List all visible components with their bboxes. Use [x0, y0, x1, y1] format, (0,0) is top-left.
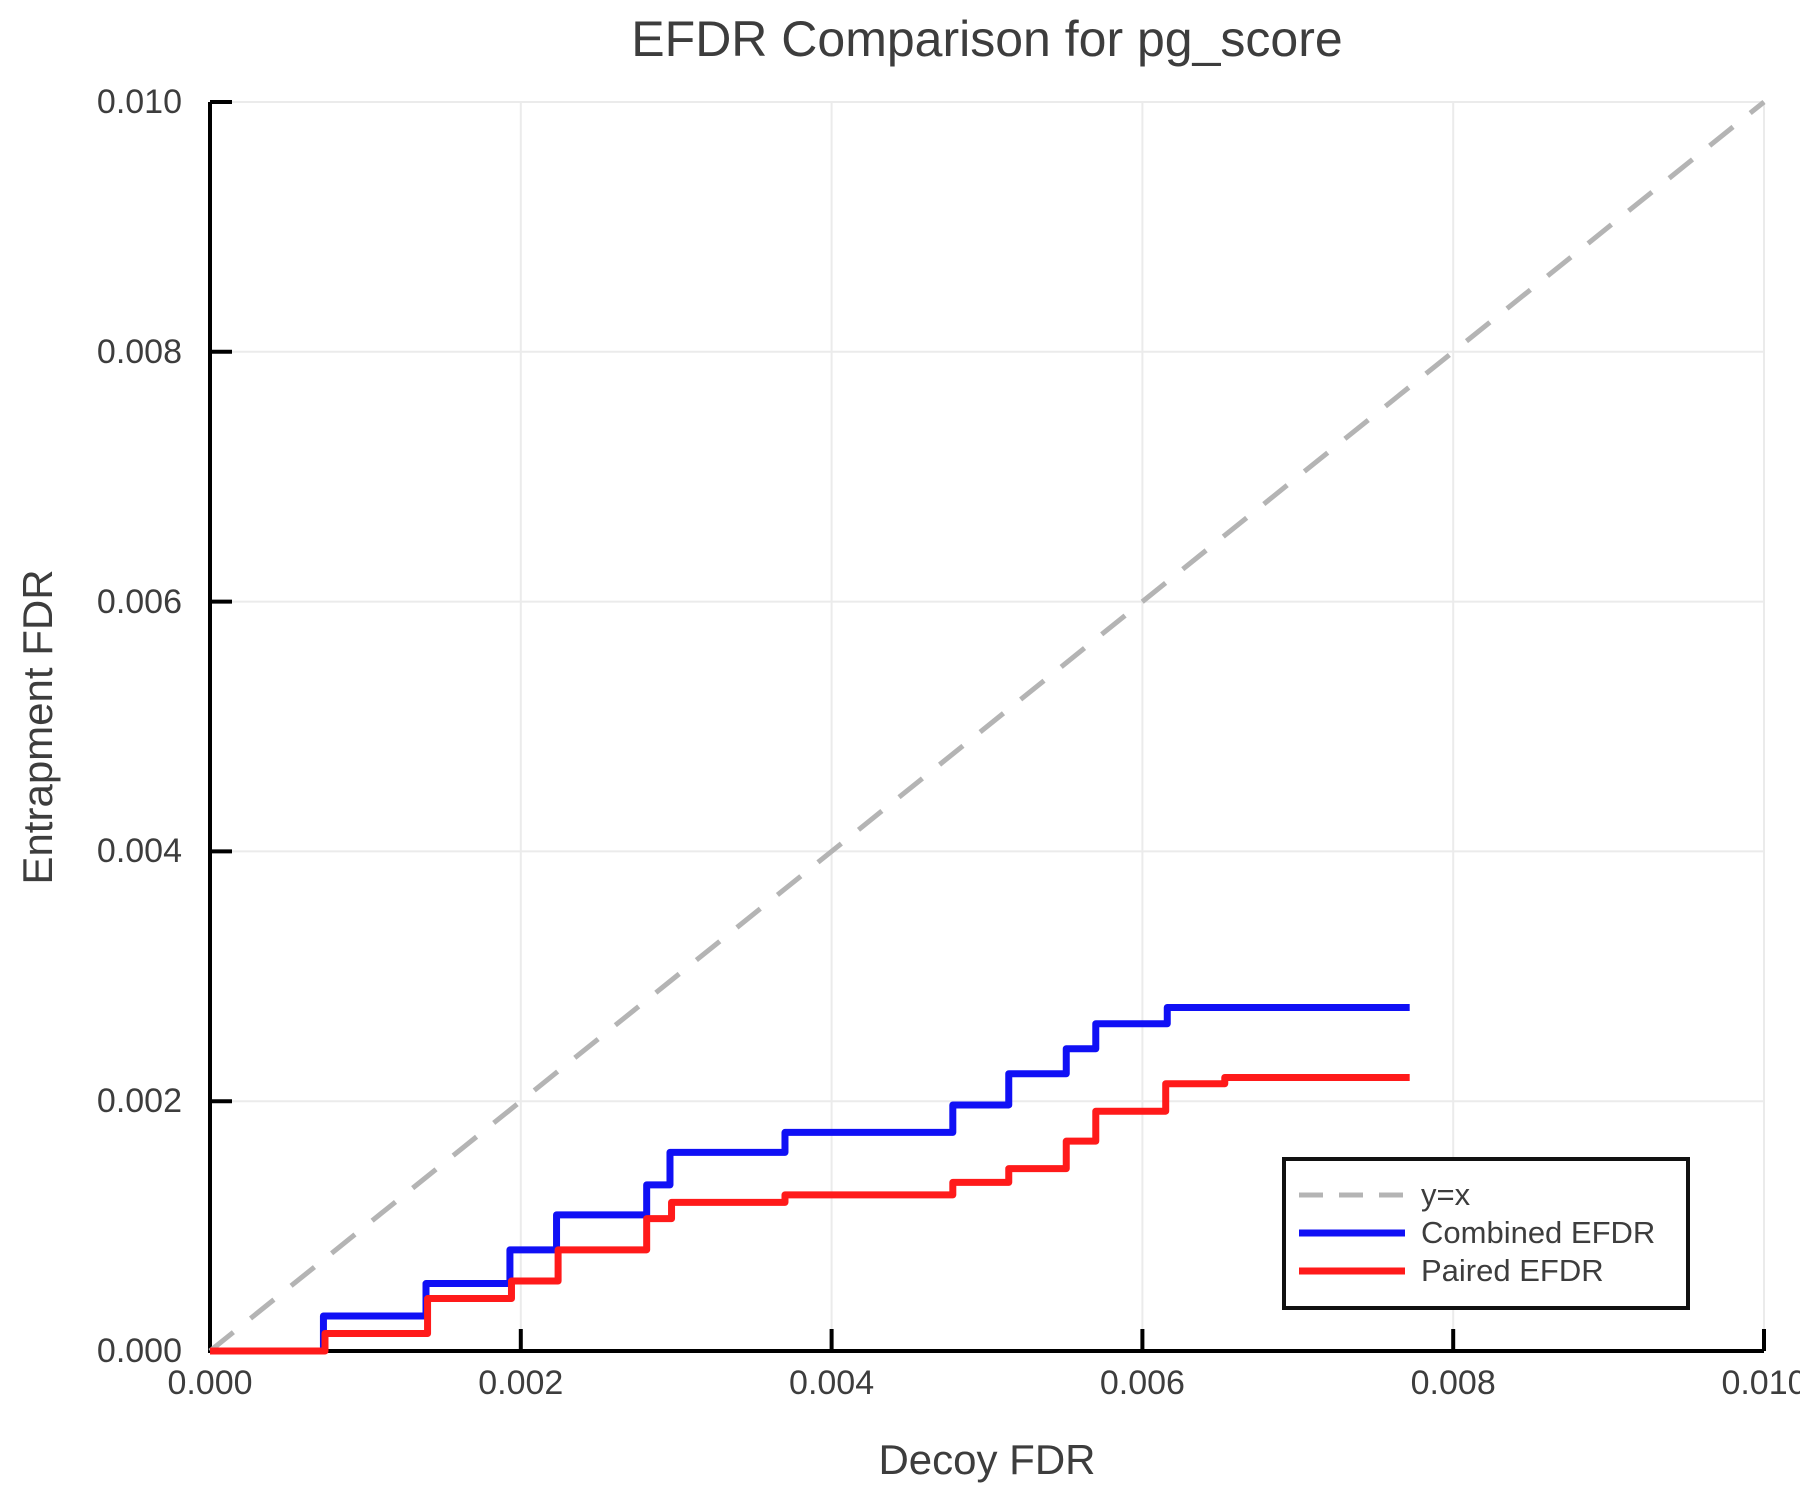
chart-title: EFDR Comparison for pg_score: [631, 11, 1343, 67]
y-tick-label: 0.006: [96, 582, 182, 621]
legend-swatch: [1299, 1192, 1405, 1198]
x-tick-label: 0.006: [1099, 1364, 1185, 1402]
y-tick-label: 0.010: [96, 83, 182, 121]
x-tick-label: 0.000: [167, 1364, 253, 1402]
x-axis-label: Decoy FDR: [878, 1436, 1096, 1483]
y-tick-label: 0.002: [96, 1082, 182, 1121]
legend: y=x Combined EFDR Paired EFDR: [1282, 1157, 1690, 1310]
x-tick-label: 0.002: [478, 1364, 564, 1402]
x-tick-label: 0.004: [789, 1364, 875, 1402]
combined-efdr-line: [210, 1004, 1410, 1355]
legend-label: y=x: [1421, 1177, 1471, 1212]
paired-efdr-line: [210, 1073, 1410, 1355]
legend-label: Combined EFDR: [1421, 1215, 1656, 1250]
legend-label: Paired EFDR: [1421, 1253, 1604, 1288]
y-tick-label: 0.000: [96, 1332, 182, 1370]
legend-entry-y-x: y=x: [1286, 1176, 1686, 1214]
legend-entry-paired-efdr: Paired EFDR: [1286, 1252, 1686, 1290]
y-tick-label: 0.004: [96, 832, 182, 871]
x-tick-label: 0.008: [1410, 1364, 1496, 1402]
y-tick-label: 0.008: [96, 332, 182, 371]
identity-line: [208, 100, 1766, 1353]
x-tick-label: 0.010: [1721, 1364, 1800, 1402]
legend-entry-combined-efdr: Combined EFDR: [1286, 1214, 1686, 1252]
legend-swatch: [1299, 1267, 1405, 1275]
legend-swatch: [1299, 1229, 1405, 1237]
